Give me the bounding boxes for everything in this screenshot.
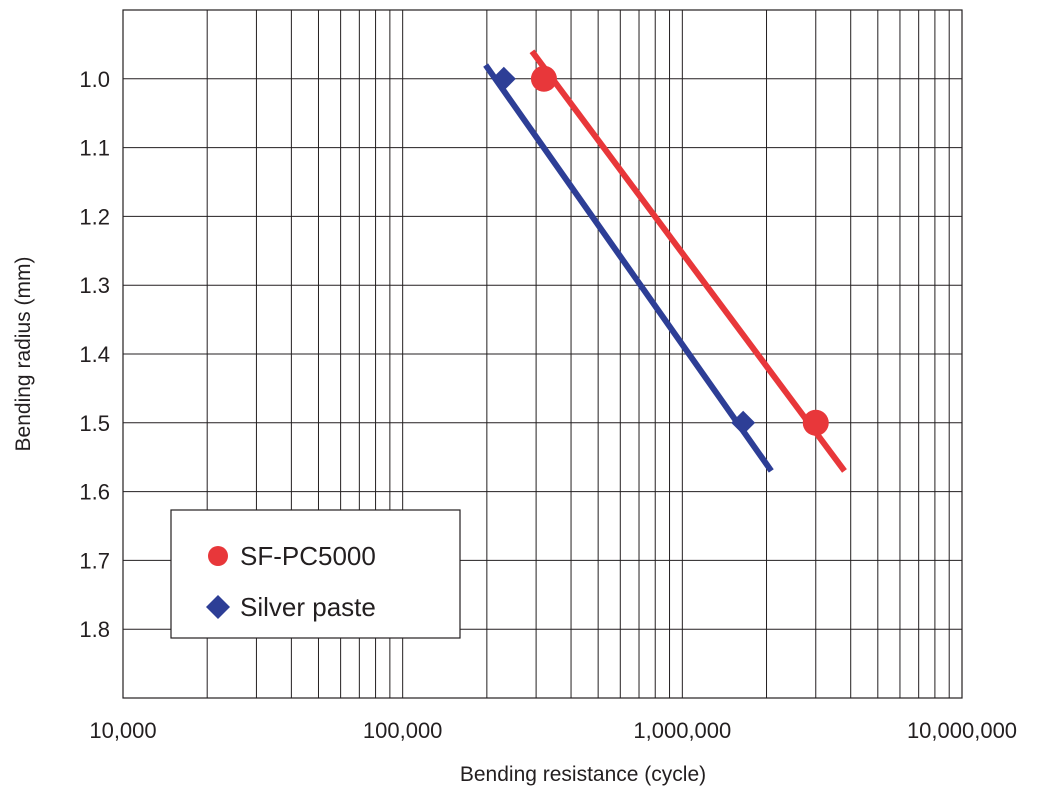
y-tick-label: 1.8 (79, 617, 110, 642)
legend-label: SF-PC5000 (240, 541, 376, 571)
x-axis-title: Bending resistance (cycle) (460, 763, 706, 786)
y-axis-title: Bending radius (mm) (12, 257, 35, 452)
x-tick-labels: 10,000 100,000 1,000,000 10,000,000 (89, 718, 1017, 743)
x-tick-label: 1,000,000 (633, 718, 731, 743)
data-point-circle (530, 65, 557, 92)
legend-label: Silver paste (240, 592, 376, 622)
series-line (529, 49, 847, 473)
series-line (483, 63, 774, 473)
y-tick-label: 1.5 (79, 411, 110, 436)
y-tick-labels: 1.0 1.1 1.2 1.3 1.4 1.5 1.6 1.7 1.8 (79, 67, 110, 642)
legend-marker-diamond (206, 595, 230, 619)
y-tick-label: 1.6 (79, 480, 110, 505)
legend-marker-circle (208, 546, 228, 566)
y-tick-label: 1.3 (79, 273, 110, 298)
x-tick-label: 10,000,000 (907, 718, 1017, 743)
y-tick-label: 1.7 (79, 548, 110, 573)
y-tick-label: 1.0 (79, 67, 110, 92)
y-tick-label: 1.1 (79, 136, 110, 161)
y-tick-label: 1.4 (79, 342, 110, 367)
data-point-diamond (731, 410, 756, 435)
data-point-diamond (491, 66, 516, 91)
series-layer (483, 49, 847, 473)
y-tick-label: 1.2 (79, 204, 110, 229)
legend: SF-PC5000 Silver paste (170, 509, 461, 639)
x-tick-label: 10,000 (89, 718, 156, 743)
data-point-circle (802, 409, 829, 436)
plot-border (122, 9, 963, 699)
x-tick-label: 100,000 (363, 718, 443, 743)
legend-items: SF-PC5000 Silver paste (206, 541, 376, 622)
